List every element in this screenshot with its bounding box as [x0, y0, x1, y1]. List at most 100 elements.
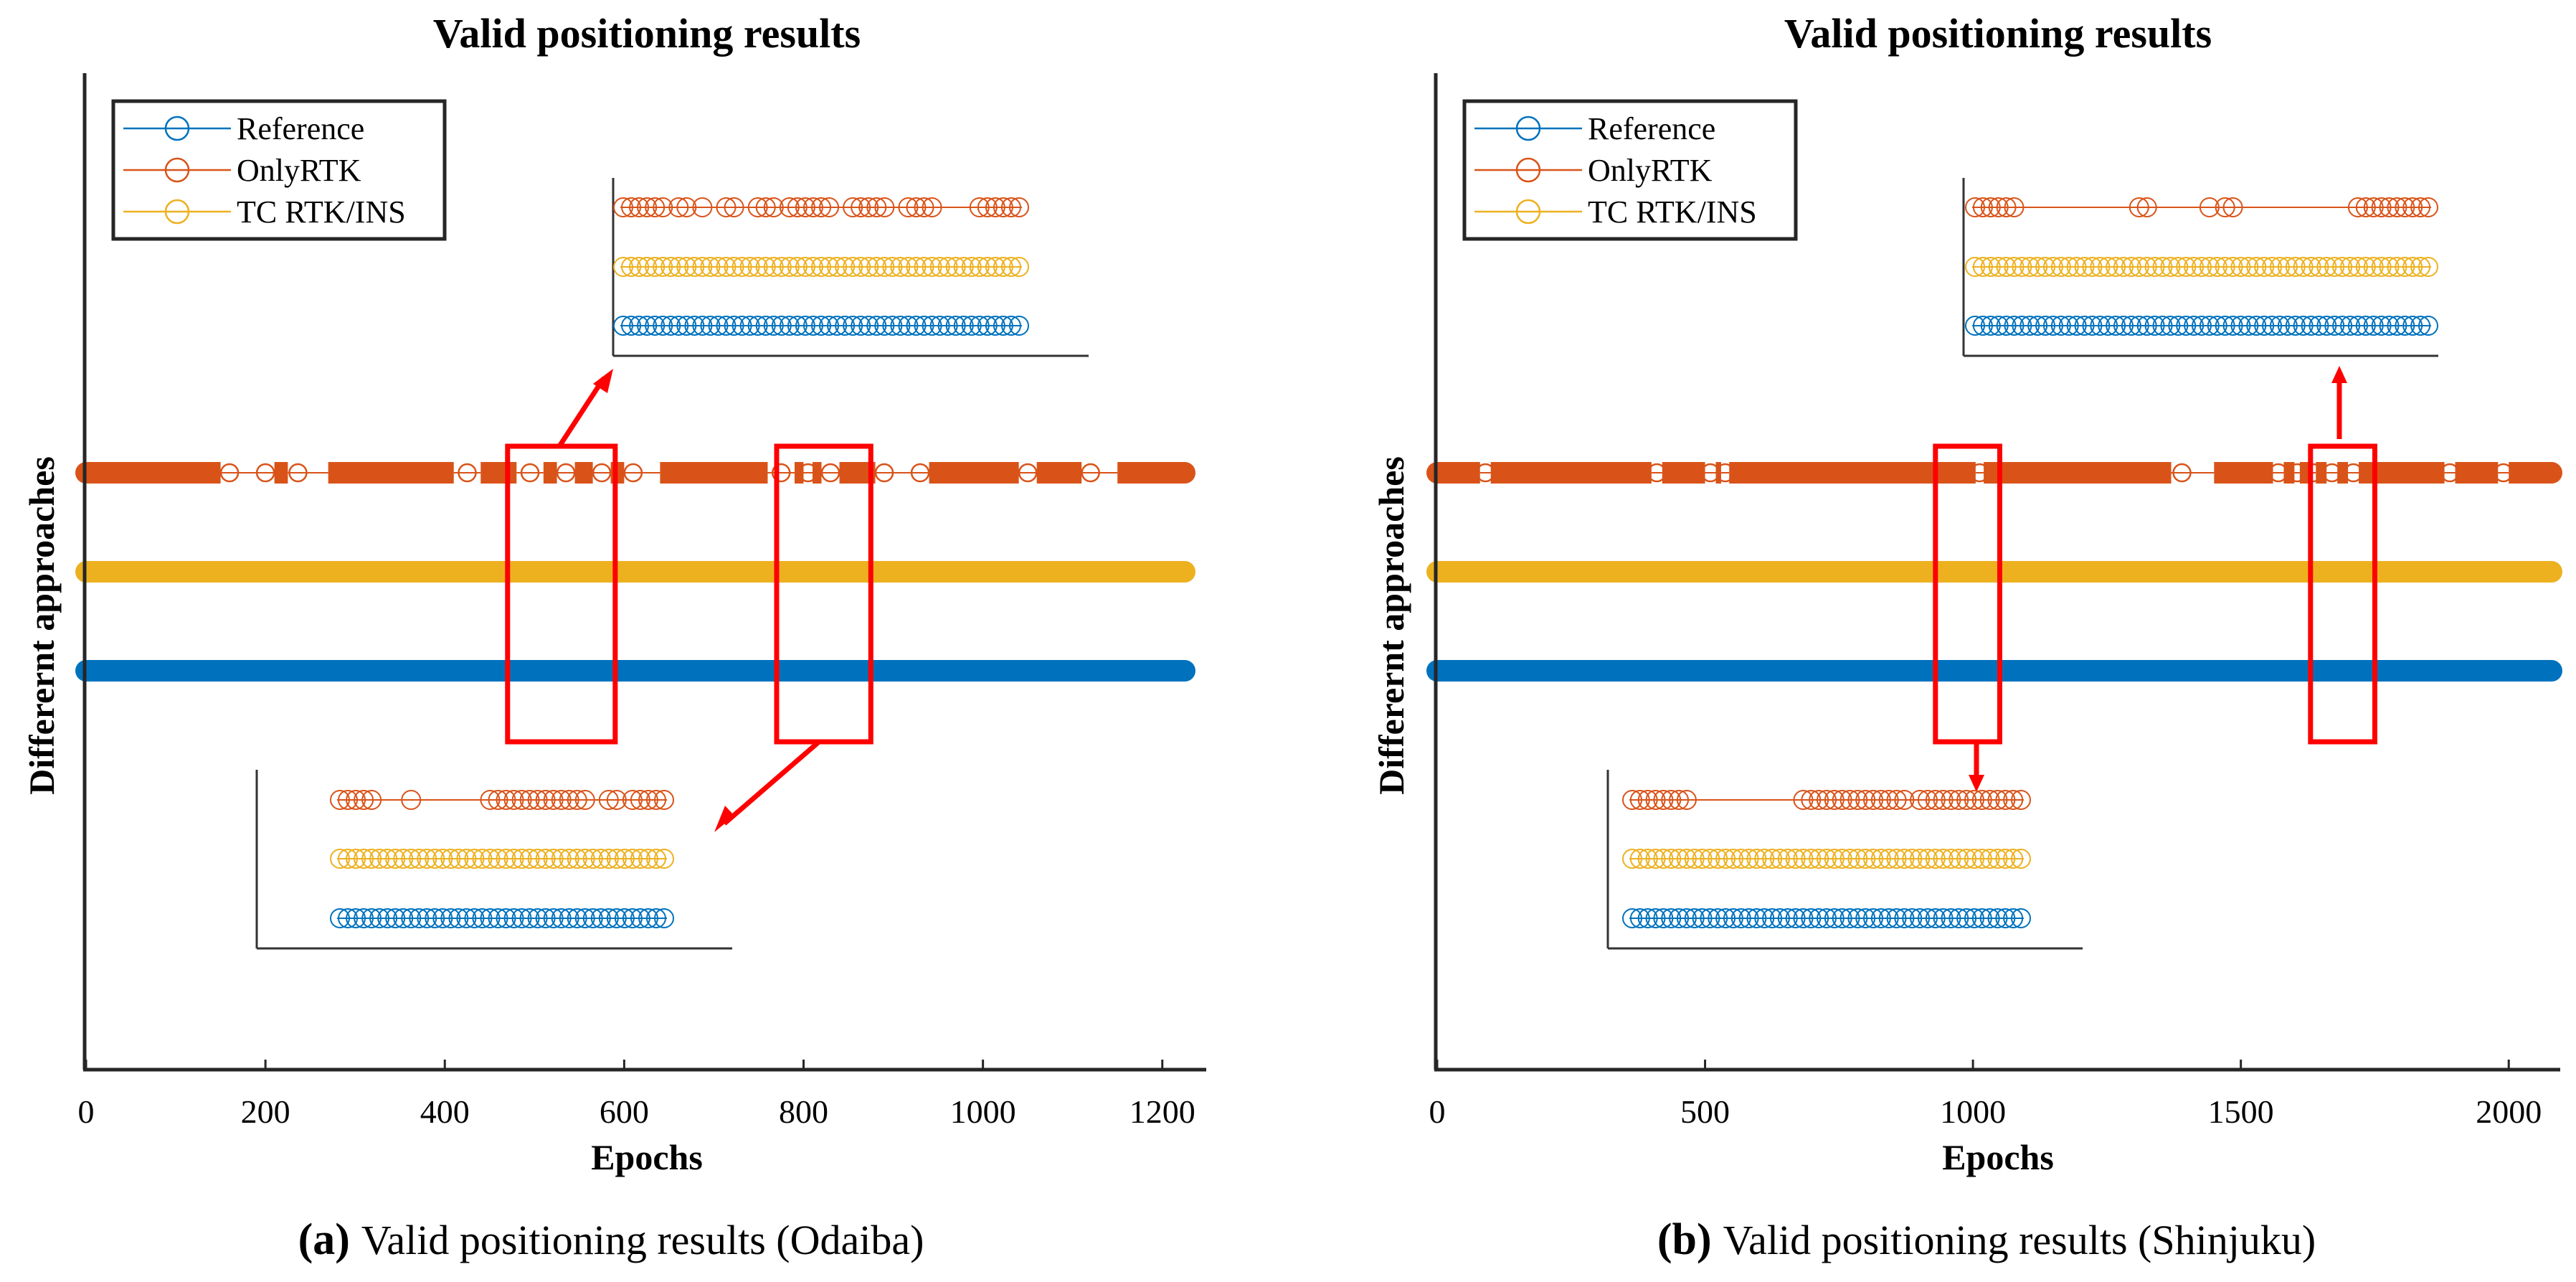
inset-tc-marker — [929, 257, 950, 277]
x-tick-label: 500 — [1680, 1093, 1730, 1130]
series-marker — [1081, 463, 1100, 483]
inset-tc-marker — [1769, 849, 1790, 869]
x-tick-label: 600 — [600, 1093, 649, 1130]
inset-reference-marker — [1894, 908, 1915, 928]
inset-tc-marker — [1622, 849, 1642, 869]
inset-onlyrtk-marker — [638, 790, 658, 810]
inset-tc-marker — [401, 849, 422, 869]
inset-onlyrtk-marker — [787, 197, 808, 217]
inset-reference-marker — [622, 908, 643, 928]
inset-onlyrtk-marker — [480, 790, 501, 810]
inset-tc-marker — [1855, 849, 1876, 869]
inset-tc-marker — [914, 257, 934, 277]
inset-onlyrtk-marker — [503, 790, 524, 810]
inset-reference-marker — [2090, 316, 2111, 336]
inset-onlyrtk-marker — [519, 790, 540, 810]
inset-tc-marker — [440, 849, 461, 869]
inset-tc-marker — [432, 849, 453, 869]
inset-reference-marker — [1902, 908, 1923, 928]
inset-reference-marker — [985, 316, 1005, 336]
inset-reference-marker — [2074, 316, 2095, 336]
inset-upper — [1962, 178, 2438, 357]
inset-reference-marker — [637, 316, 658, 336]
inset-tc-marker — [2136, 257, 2157, 277]
inset-onlyrtk-marker — [1933, 790, 1954, 810]
inset-reference-marker — [456, 908, 477, 928]
inset-tc-marker — [1956, 849, 1977, 869]
inset-tc-marker — [574, 849, 595, 869]
inset-tc-marker — [2004, 257, 2025, 277]
inset-reference-marker — [1863, 908, 1884, 928]
inset-reference-marker — [1746, 908, 1767, 928]
inset-tc-marker — [1708, 849, 1728, 869]
inset-tc-marker — [2074, 257, 2095, 277]
inset-reference-marker — [2395, 316, 2415, 336]
inset-upper — [612, 178, 1089, 357]
inset-tc-marker — [2309, 257, 2329, 277]
inset-reference-marker — [409, 908, 430, 928]
inset-onlyrtk-marker — [598, 790, 619, 810]
caption-text: Valid positioning results (Shinjuku) — [1723, 1217, 2316, 1263]
inset-reference-marker — [496, 908, 516, 928]
inset-reference-marker — [2144, 316, 2165, 336]
inset-tc-marker — [464, 849, 485, 869]
inset-tc-marker — [417, 849, 437, 869]
inset-tc-marker — [858, 257, 879, 277]
inset-reference-marker — [874, 316, 895, 336]
inset-tc-marker — [645, 849, 666, 869]
inset-onlyrtk-marker — [567, 790, 587, 810]
inset-reference-marker — [598, 908, 619, 928]
inset-reference-marker — [1917, 908, 1938, 928]
inset-onlyrtk-marker — [1000, 197, 1021, 217]
inset-tc-marker — [1870, 849, 1891, 869]
inset-reference-marker — [1964, 908, 1984, 928]
inset-reference-marker — [929, 316, 950, 336]
inset-tc-marker — [543, 849, 564, 869]
inset-tc-marker — [2011, 849, 2031, 869]
inset-tc-marker — [771, 257, 792, 277]
inset-tc-marker — [2340, 257, 2361, 277]
inset-reference-marker — [2277, 316, 2298, 336]
inset-onlyrtk-marker — [551, 790, 572, 810]
series-marker — [556, 463, 576, 483]
inset-tc-marker — [906, 257, 927, 277]
inset-tc-marker — [1809, 849, 1829, 869]
inset-tc-marker — [827, 257, 848, 277]
inset-reference-marker — [417, 908, 437, 928]
inset-tc-marker — [961, 257, 982, 277]
legend-marker-reference — [1515, 116, 1541, 141]
inset-reference-marker — [1684, 908, 1705, 928]
inset-reference-marker — [771, 316, 792, 336]
inset-onlyrtk-marker — [755, 197, 776, 217]
inset-tc-marker — [1847, 849, 1868, 869]
inset-tc-marker — [1996, 257, 2017, 277]
inset-tc-marker — [2144, 257, 2165, 277]
inset-reference-marker — [2402, 316, 2423, 336]
inset-tc-marker — [1669, 849, 1690, 869]
inset-tc-marker — [739, 257, 760, 277]
zoom-arrow-upper-head — [2331, 366, 2347, 383]
inset-reference-marker — [472, 908, 493, 928]
inset-reference-marker — [1629, 908, 1650, 928]
inset-tc-marker — [1972, 257, 1993, 277]
inset-reference-marker — [1910, 908, 1931, 928]
inset-tc-marker — [1894, 849, 1915, 869]
inset-tc-marker — [1762, 849, 1783, 869]
inset-onlyrtk-marker — [851, 197, 871, 217]
inset-reference-marker — [1661, 908, 1682, 928]
series-marker — [2268, 463, 2288, 483]
inset-reference-marker — [377, 908, 398, 928]
inset-tc-marker — [1645, 849, 1666, 869]
inset-reference-marker — [645, 316, 666, 336]
inset-reference-marker — [2363, 316, 2384, 336]
inset-tc-marker — [527, 849, 548, 869]
inset-reference-marker — [2160, 316, 2181, 336]
inset-tc-marker — [448, 849, 469, 869]
inset-onlyrtk-marker — [1863, 790, 1884, 810]
inset-tc-marker — [1715, 849, 1736, 869]
inset-series — [1622, 790, 2031, 928]
inset-tc-marker — [613, 257, 633, 277]
inset-reference-marker — [684, 316, 705, 336]
inset-reference-marker — [2184, 316, 2205, 336]
inset-reference-marker — [1653, 908, 1674, 928]
